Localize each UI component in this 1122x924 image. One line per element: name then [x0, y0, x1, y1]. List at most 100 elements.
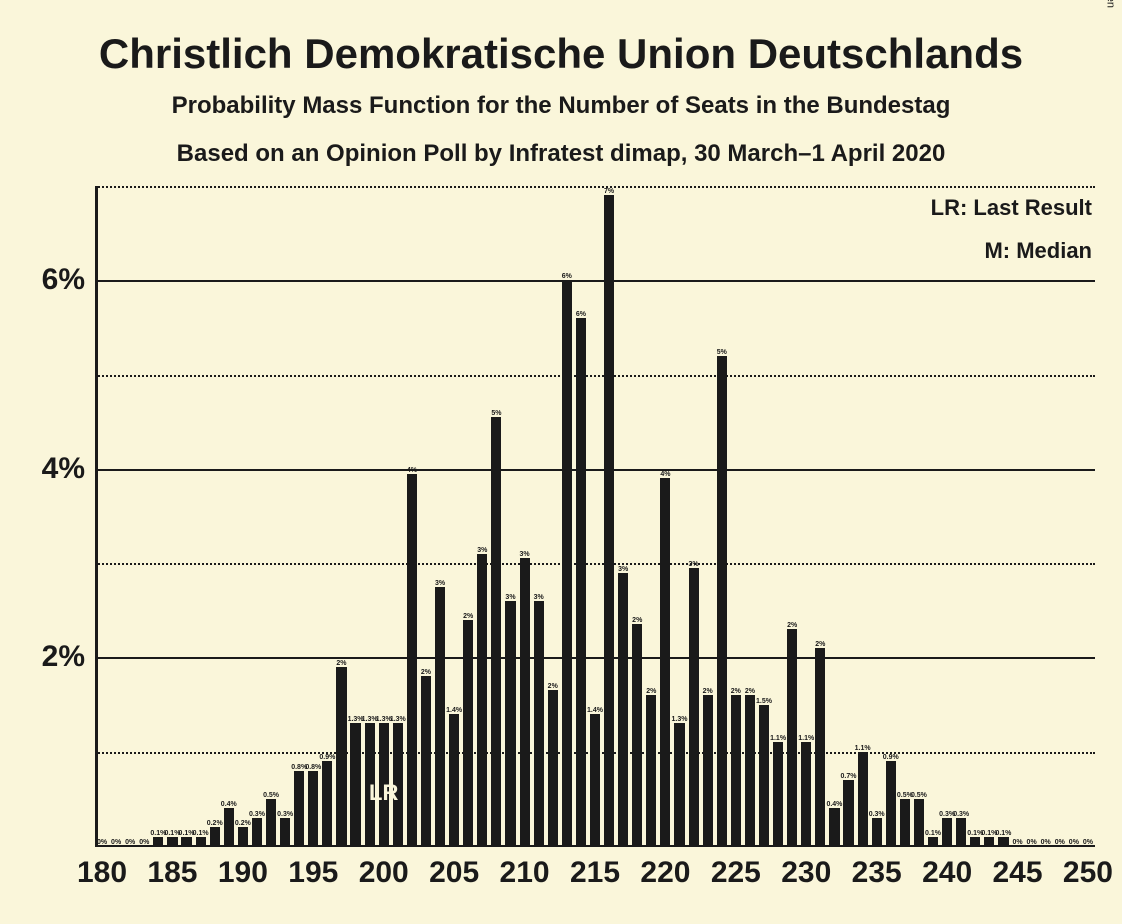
- bar-label: 3%: [477, 547, 487, 554]
- bar: 0.3%: [956, 818, 966, 846]
- bar-label: 2%: [646, 688, 656, 695]
- bar: 4%: [660, 478, 670, 846]
- bar: 0.3%: [280, 818, 290, 846]
- bar-label: 5%: [491, 410, 501, 417]
- bar-label: 3%: [435, 580, 445, 587]
- bar: 0.1%: [196, 837, 206, 846]
- bar: 2%: [336, 667, 346, 846]
- bar: 2%: [703, 695, 713, 846]
- bar: 3%: [534, 601, 544, 846]
- bar-label: 2%: [336, 660, 346, 667]
- bar-label: 0.4%: [221, 801, 237, 808]
- bar-label: 2%: [463, 613, 473, 620]
- bar: 0.1%: [984, 837, 994, 846]
- y-tick-label: 4%: [42, 452, 95, 486]
- bar: 5%: [717, 356, 727, 846]
- gridline: [95, 469, 1095, 471]
- bar: 2%: [815, 648, 825, 846]
- bar-label: 0%: [139, 839, 149, 846]
- bar-label: 1.3%: [672, 716, 688, 723]
- bar: 3%: [477, 554, 487, 846]
- bar-label: 0.2%: [235, 820, 251, 827]
- bar: 1.1%: [801, 742, 811, 846]
- chart-subtitle-2: Based on an Opinion Poll by Infratest di…: [0, 140, 1122, 168]
- bar: 1.3%: [674, 723, 684, 846]
- bar: 7%: [604, 195, 614, 846]
- bar-label: 0.3%: [869, 811, 885, 818]
- x-tick-label: 240: [922, 846, 972, 890]
- annotation-lr: LR: [369, 780, 398, 806]
- bar-label: 0%: [1083, 839, 1093, 846]
- bar-label: 7%: [604, 188, 614, 195]
- bar: 2%: [646, 695, 656, 846]
- x-tick-label: 195: [288, 846, 338, 890]
- bar: 2%: [745, 695, 755, 846]
- legend-item-0: LR: Last Result: [931, 195, 1092, 221]
- bar: 0.1%: [153, 837, 163, 846]
- bar-label: 3%: [689, 561, 699, 568]
- bar: 2%: [548, 690, 558, 846]
- bar-label: 6%: [562, 273, 572, 280]
- x-tick-label: 200: [359, 846, 409, 890]
- bar-label: 1.5%: [756, 698, 772, 705]
- bar: 3%: [689, 568, 699, 846]
- bar: 2%: [787, 629, 797, 846]
- bar-label: 0.9%: [883, 754, 899, 761]
- bar: 2%: [421, 676, 431, 846]
- bar: 0.1%: [181, 837, 191, 846]
- bar-label: 0.1%: [193, 830, 209, 837]
- bar: 0.5%: [914, 799, 924, 846]
- bar-label: 1.1%: [770, 735, 786, 742]
- plot-area: 2%4%6%1801851901952002052102152202252302…: [95, 186, 1095, 846]
- bar: 3%: [618, 573, 628, 846]
- bar-label: 0%: [1027, 839, 1037, 846]
- y-axis-line: [95, 186, 98, 846]
- bar-label: 4%: [407, 467, 417, 474]
- bar: 0.9%: [322, 761, 332, 846]
- x-tick-label: 185: [147, 846, 197, 890]
- bar: 0.2%: [210, 827, 220, 846]
- bar: 6%: [576, 318, 586, 846]
- bar: 0.9%: [886, 761, 896, 846]
- bar: 0.3%: [872, 818, 882, 846]
- chart-container: Christlich Demokratische Union Deutschla…: [0, 0, 1122, 924]
- bar: 1.3%: [350, 723, 360, 846]
- x-tick-label: 210: [500, 846, 550, 890]
- bar-label: 0%: [125, 839, 135, 846]
- bar-label: 1.4%: [587, 707, 603, 714]
- x-tick-label: 215: [570, 846, 620, 890]
- bar: 2%: [731, 695, 741, 846]
- gridline: [95, 563, 1095, 565]
- x-tick-label: 250: [1063, 846, 1113, 890]
- bar: 1.4%: [449, 714, 459, 846]
- bar: 0.5%: [266, 799, 276, 846]
- bar-label: 2%: [745, 688, 755, 695]
- bar-label: 0.8%: [305, 764, 321, 771]
- bar-label: 0.5%: [263, 792, 279, 799]
- x-tick-label: 230: [781, 846, 831, 890]
- bar: 3%: [435, 587, 445, 846]
- y-tick-label: 2%: [42, 640, 95, 674]
- bar-label: 0.7%: [841, 773, 857, 780]
- bar: 0.5%: [900, 799, 910, 846]
- bar: 0.4%: [224, 808, 234, 846]
- bar: 0.3%: [942, 818, 952, 846]
- bar: 6%: [562, 280, 572, 846]
- chart-subtitle-1: Probability Mass Function for the Number…: [0, 92, 1122, 120]
- bar: 3%: [520, 558, 530, 846]
- copyright-text: © 2021 Filip van Laenen: [1104, 0, 1116, 8]
- bar: 4%: [407, 474, 417, 846]
- x-tick-label: 190: [218, 846, 268, 890]
- bar-label: 0.9%: [319, 754, 335, 761]
- bar: 1.5%: [759, 705, 769, 846]
- bar-label: 0.3%: [277, 811, 293, 818]
- bar-label: 2%: [731, 688, 741, 695]
- y-tick-label: 6%: [42, 263, 95, 297]
- bar-label: 2%: [632, 617, 642, 624]
- bar: 0.1%: [167, 837, 177, 846]
- bar-label: 1.3%: [390, 716, 406, 723]
- x-tick-label: 245: [993, 846, 1043, 890]
- x-tick-label: 180: [77, 846, 127, 890]
- bar-label: 0.2%: [207, 820, 223, 827]
- bar-label: 2%: [703, 688, 713, 695]
